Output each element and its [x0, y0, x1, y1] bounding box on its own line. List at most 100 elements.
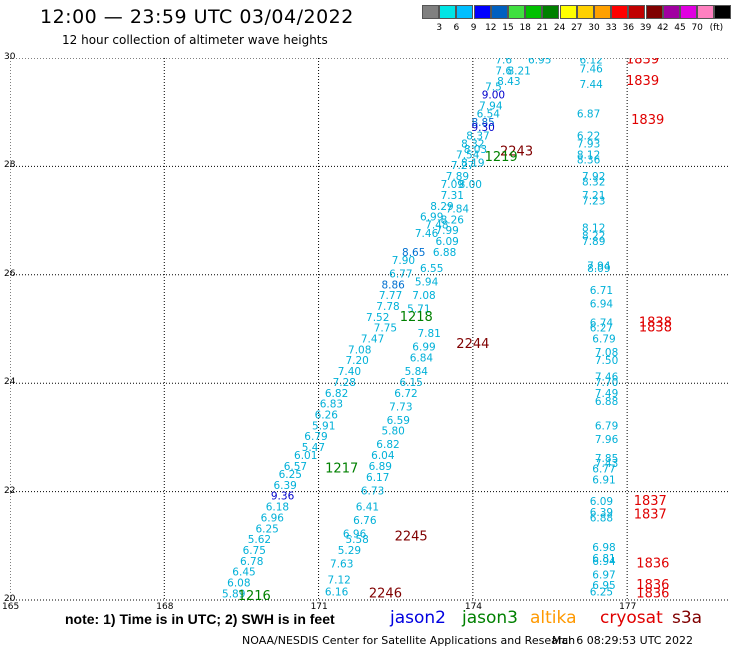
- y-tick-label: 28: [4, 160, 16, 171]
- wave-height-point: 7.63: [330, 558, 353, 570]
- footer-note: note: 1) Time is in UTC; 2) SWH is in fe…: [65, 611, 335, 627]
- pass-time-label: 1838: [639, 315, 672, 330]
- map-plot-area: 7.6 6.95 6.127.467.68.217.448.437.59.007.9…: [10, 58, 730, 603]
- wave-height-point: 6.73: [361, 485, 384, 497]
- colorbar-swatch: [542, 5, 560, 19]
- wave-height-point: 5.29: [338, 545, 361, 557]
- wave-height-point: 7.75: [374, 323, 397, 335]
- wave-height-point: 5.94: [415, 277, 439, 289]
- colorbar-swatch: [456, 5, 474, 19]
- wave-height-point: 7.43: [595, 458, 618, 470]
- wave-height-point: 7.96: [595, 434, 619, 446]
- pass-time-label: 1217: [325, 462, 358, 477]
- wave-height-point: 7.77: [379, 290, 402, 302]
- wave-height-point: 5.58: [345, 534, 368, 546]
- x-tick-label: 174: [464, 602, 483, 612]
- colorbar-swatch: [525, 5, 543, 19]
- wave-height-point: 8.36: [577, 155, 601, 167]
- wave-height-point: 8.19: [461, 157, 484, 169]
- wave-height-point: 7.20: [345, 355, 368, 367]
- wave-height-point: 7.89: [582, 236, 605, 248]
- map-subtitle: 12 hour collection of altimeter wave hei…: [62, 33, 328, 47]
- colorbar-label: 42: [657, 23, 669, 33]
- wave-height-point: 5.71: [407, 304, 430, 316]
- wave-height-point: 7.23: [582, 195, 605, 207]
- wave-height-point: 8.22: [582, 231, 605, 243]
- wave-height-point: 6.18: [266, 502, 289, 514]
- wave-height-point: 6.77: [592, 464, 615, 476]
- pass-time-label: 1836: [636, 586, 669, 601]
- y-tick-label: 22: [4, 485, 16, 496]
- colorbar-label: 33: [605, 23, 617, 33]
- wave-height-point: 6.54: [477, 109, 501, 121]
- wave-height-point: 7.85: [595, 453, 618, 465]
- wave-height-point: 7.08: [348, 344, 371, 356]
- satellite-legend-item: cryosat: [600, 608, 663, 628]
- wave-height-point: 8.03: [464, 144, 487, 156]
- wave-height-point: 7.52: [366, 312, 389, 324]
- colorbar-label: 45: [674, 23, 686, 33]
- wave-height-point: 6.95: [592, 580, 615, 592]
- wave-height-point: 6.96: [343, 529, 367, 541]
- colorbar-label: 27: [571, 23, 583, 33]
- wave-height-point: 6.22: [577, 130, 600, 142]
- wave-height-point: 7.48: [425, 220, 448, 232]
- wave-height-point: 7.5: [485, 82, 502, 94]
- pass-time-label: 1219: [485, 150, 518, 165]
- wave-height-point: 6.55: [420, 263, 443, 275]
- wave-height-point: 6.83: [320, 399, 343, 411]
- wave-height-point: 7.89: [446, 171, 469, 183]
- colorbar-swatch: [490, 5, 508, 19]
- pass-time-label: 1839: [626, 74, 659, 89]
- wave-height-point: 6.25: [279, 469, 302, 481]
- wave-height-point: 7.70: [595, 377, 618, 389]
- colorbar-swatch: [559, 5, 577, 19]
- wave-height-point: 7.94: [479, 100, 503, 112]
- colorbar-label: 30: [588, 23, 600, 33]
- map-title: 12:00 — 23:59 UTC 03/04/2022: [40, 6, 354, 28]
- colorbar-swatch: [628, 5, 646, 19]
- wave-height-point: 8.00: [459, 179, 482, 191]
- wave-height-point: 7.47: [361, 334, 384, 346]
- pass-time-label: 1836: [636, 556, 669, 571]
- wave-height-point: 7.84: [446, 203, 470, 215]
- wave-height-point: 6.88: [433, 247, 456, 259]
- pass-time-label: 2243: [500, 145, 533, 160]
- wave-height-point: 6.59: [387, 415, 410, 427]
- wave-height-point: 6.79: [592, 334, 615, 346]
- wave-height-point: 7.28: [333, 377, 356, 389]
- wave-height-point: 7.81: [417, 328, 440, 340]
- y-tick-label: 26: [4, 268, 16, 279]
- wave-height-point: 8.26: [441, 214, 465, 226]
- wave-height-point: 7.08: [412, 290, 435, 302]
- wave-height-point: 6.09: [590, 496, 613, 508]
- colorbar-swatch: [422, 5, 439, 19]
- wave-height-point: 6.39: [590, 507, 613, 519]
- colorbar-label: 3: [436, 23, 443, 33]
- wave-height-point: 7.50: [595, 355, 618, 367]
- pass-time-label: 1218: [400, 310, 433, 325]
- wave-height-point: 6.08: [227, 577, 250, 589]
- wave-height-point: 6.45: [232, 567, 255, 579]
- colorbar-swatch: [508, 5, 525, 19]
- colorbar-label: 36: [622, 23, 635, 33]
- y-tick-label: 30: [4, 52, 16, 62]
- x-tick-label: 171: [310, 602, 328, 612]
- wave-height-point: 7.08: [595, 347, 618, 359]
- wave-height-point: 7.90: [392, 255, 415, 267]
- colorbar-swatch: [645, 5, 663, 19]
- wave-height-point: 8.32: [582, 176, 605, 188]
- satellite-legend-item: altika: [530, 608, 577, 628]
- wave-height-point: 7.94: [587, 260, 611, 272]
- wave-height-point: 5.62: [248, 534, 271, 546]
- wave-height-point: 8.12: [577, 149, 600, 161]
- pass-time-label: 2245: [395, 529, 428, 544]
- colorbar-swatch: [594, 5, 611, 19]
- satellite-legend-item: jason2: [390, 608, 446, 628]
- colorbar-swatch: [697, 5, 715, 19]
- wave-height-point: 7.92: [582, 171, 605, 183]
- wave-height-point: 8.12: [582, 222, 605, 234]
- wave-height-point: 7.21: [582, 190, 605, 202]
- wave-height-point: 6.75: [243, 545, 266, 557]
- wave-height-point: 6.98: [592, 542, 615, 554]
